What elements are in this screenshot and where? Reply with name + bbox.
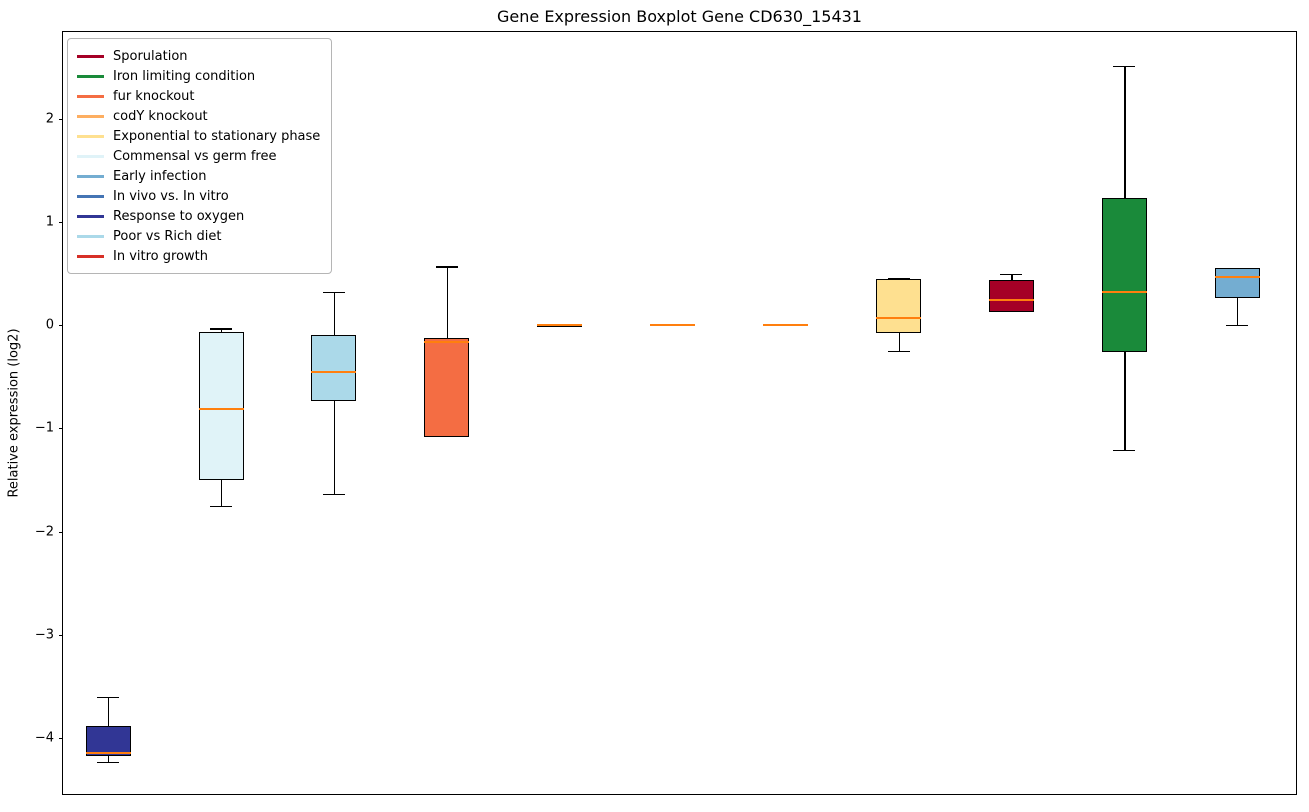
- y-tick-label: −4: [34, 730, 54, 746]
- legend-swatch: [77, 254, 104, 258]
- whisker-upper: [108, 696, 110, 726]
- legend-label: Poor vs Rich diet: [113, 228, 222, 244]
- y-tick-mark: [59, 531, 63, 533]
- whisker-upper: [221, 328, 223, 333]
- legend-swatch: [77, 154, 104, 158]
- median-line: [988, 299, 1034, 302]
- y-tick-label: −2: [34, 524, 54, 540]
- legend-swatch: [77, 114, 104, 118]
- legend-label: Response to oxygen: [113, 208, 245, 224]
- legend-swatch: [77, 194, 104, 198]
- legend-swatch: [77, 214, 104, 218]
- legend: Sporulation Iron limiting condition fur kn…: [67, 38, 333, 274]
- box-iron-limiting-condition: [1101, 198, 1147, 353]
- legend-label: codY knockout: [113, 108, 208, 124]
- y-tick-mark: [59, 118, 63, 120]
- whisker-upper: [446, 266, 449, 338]
- whisker-cap-lower: [887, 351, 910, 353]
- legend-item-response-to-oxygen: Response to oxygen: [77, 206, 320, 226]
- legend-label: In vitro growth: [113, 248, 208, 264]
- legend-label: Exponential to stationary phase: [113, 128, 321, 144]
- legend-label: Sporulation: [113, 48, 188, 64]
- box-exponential-to-stationary-phase: [876, 278, 922, 334]
- whisker-cap-upper: [97, 696, 120, 699]
- box-fur-knockout: [424, 337, 470, 437]
- box-sporulation: [988, 279, 1034, 312]
- median-line: [1214, 275, 1260, 278]
- legend-swatch: [77, 54, 104, 58]
- legend-swatch: [77, 134, 104, 138]
- plot-area: Sporulation Iron limiting condition fur kn…: [35, 31, 1297, 795]
- legend-item-sporulation: Sporulation: [77, 46, 320, 66]
- whisker-upper: [1124, 66, 1126, 199]
- y-tick-mark: [59, 634, 63, 636]
- whisker-cap-lower: [97, 761, 120, 764]
- box-early-infection: [1214, 268, 1260, 299]
- median-line: [537, 324, 583, 327]
- median-line: [763, 324, 809, 327]
- whisker-lower: [108, 755, 110, 762]
- legend-swatch: [77, 94, 104, 98]
- y-tick-label: 2: [45, 111, 54, 127]
- legend-label: Iron limiting condition: [113, 68, 256, 84]
- whisker-lower: [1124, 352, 1126, 451]
- legend-label: Early infection: [113, 168, 207, 184]
- whisker-cap-upper: [887, 277, 910, 279]
- median-line: [198, 407, 244, 410]
- y-tick-label: 1: [45, 214, 54, 230]
- y-tick-mark: [59, 738, 63, 740]
- legend-swatch: [77, 174, 104, 178]
- whisker-cap-lower: [210, 505, 233, 508]
- legend-swatch: [77, 234, 104, 238]
- median-line: [424, 340, 470, 343]
- legend-item-exponential-to-stationary-phase: Exponential to stationary phase: [77, 126, 320, 146]
- whisker-cap-lower: [1226, 325, 1249, 327]
- whisker-cap-upper: [210, 328, 233, 330]
- y-tick-label: −3: [34, 627, 54, 643]
- y-tick-label: 0: [45, 317, 54, 333]
- whisker-cap-lower: [1113, 450, 1136, 452]
- whisker-lower: [333, 400, 336, 494]
- legend-item-early-infection: Early infection: [77, 166, 320, 186]
- whisker-cap-upper: [1113, 66, 1136, 68]
- whisker-cap-lower: [322, 493, 345, 495]
- legend-swatch: [77, 74, 104, 78]
- median-line: [650, 324, 696, 327]
- box-response-to-oxygen: [85, 725, 131, 756]
- median-line: [1101, 291, 1147, 294]
- y-tick-mark: [59, 221, 63, 223]
- y-tick-label: −1: [34, 420, 54, 436]
- legend-label: In vivo vs. In vitro: [113, 188, 229, 204]
- box-commensal-vs-germ-free: [198, 332, 244, 481]
- whisker-lower: [221, 480, 223, 506]
- legend-label: Commensal vs germ free: [113, 148, 277, 164]
- chart-title: Gene Expression Boxplot Gene CD630_15431: [497, 7, 862, 26]
- legend-item-fur-knockout: fur knockout: [77, 86, 320, 106]
- whisker-upper: [333, 292, 336, 335]
- median-line: [85, 751, 131, 754]
- whisker-upper: [1011, 273, 1013, 280]
- legend-label: fur knockout: [113, 88, 195, 104]
- y-axis-label: Relative expression (log2): [6, 328, 22, 498]
- legend-item-poor-vs-rich-diet: Poor vs Rich diet: [77, 226, 320, 246]
- whisker-lower: [1237, 298, 1239, 326]
- box-poor-vs-rich-diet: [311, 334, 357, 401]
- legend-item-commensal-vs-germ-free: Commensal vs germ free: [77, 146, 320, 166]
- legend-item-in-vitro-growth: In vitro growth: [77, 246, 320, 266]
- legend-item-iron-limiting-condition: Iron limiting condition: [77, 66, 320, 86]
- y-tick-mark: [59, 325, 63, 327]
- whisker-cap-upper: [1000, 273, 1023, 275]
- median-line: [311, 370, 357, 373]
- y-tick-mark: [59, 428, 63, 430]
- legend-item-in-vivo-vs-in-vitro: In vivo vs. In vitro: [77, 186, 320, 206]
- legend-item-cody-knockout: codY knockout: [77, 106, 320, 126]
- whisker-cap-upper: [435, 266, 458, 268]
- whisker-lower: [898, 333, 900, 352]
- median-line: [876, 317, 922, 319]
- whisker-cap-upper: [322, 292, 345, 294]
